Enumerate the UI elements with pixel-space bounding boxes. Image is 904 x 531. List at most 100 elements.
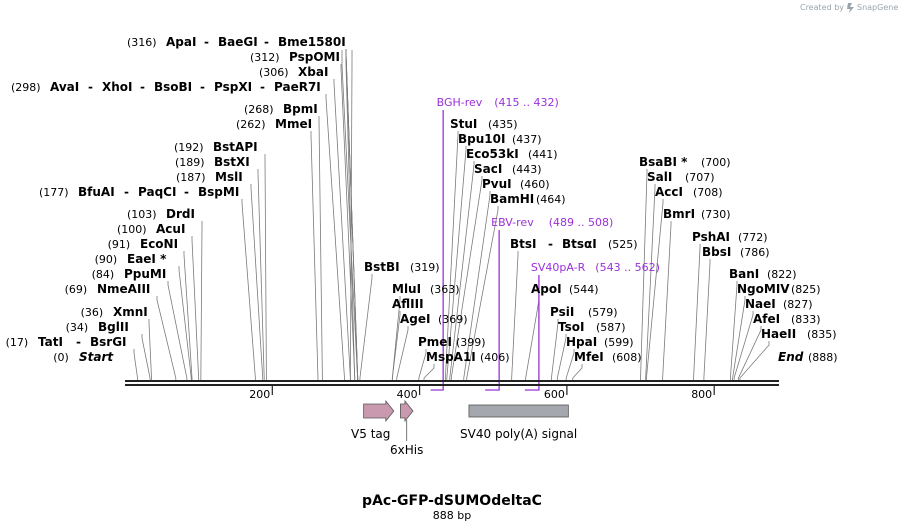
- site-label-row[interactable]: (100) AcuI: [117, 222, 185, 236]
- site-name[interactable]: BbsI: [702, 245, 731, 259]
- site-name[interactable]: NaeI: [745, 297, 776, 311]
- site-name[interactable]: TatI: [38, 335, 63, 349]
- site-name[interactable]: BstBI: [364, 260, 400, 274]
- site-name[interactable]: AfeI: [753, 312, 780, 326]
- primer-name[interactable]: SV40pA-R: [531, 261, 586, 274]
- primer-marker[interactable]: [430, 110, 444, 391]
- site-name[interactable]: ApoI: [531, 282, 562, 296]
- site-label-row[interactable]: ApoI (544): [531, 282, 599, 296]
- site-name[interactable]: MspA1I: [426, 350, 476, 364]
- site-name[interactable]: Bme1580I: [278, 35, 346, 49]
- primer-name[interactable]: BGH-rev: [437, 96, 483, 109]
- site-name[interactable]: XbaI: [298, 65, 328, 79]
- site-label-row[interactable]: SacI (443): [474, 162, 542, 176]
- site-name[interactable]: DrdI: [166, 207, 195, 221]
- site-name[interactable]: HaeII: [761, 327, 796, 341]
- site-name[interactable]: SacI: [474, 162, 502, 176]
- site-name[interactable]: BpmI: [283, 102, 318, 116]
- site-label-row[interactable]: NgoMIV (825): [737, 282, 821, 296]
- site-label-row[interactable]: (268) BpmI: [244, 102, 318, 116]
- site-name[interactable]: Bpu10I: [458, 132, 505, 146]
- site-name[interactable]: BanI: [729, 267, 759, 281]
- primer-marker[interactable]: [524, 275, 540, 391]
- site-label-row[interactable]: (192) BstAPI: [174, 140, 258, 154]
- primer-name[interactable]: EBV-rev: [491, 216, 534, 229]
- site-label-row[interactable]: BstBI (319): [364, 260, 440, 274]
- site-name[interactable]: PvuI: [482, 177, 512, 191]
- site-label-row[interactable]: (306) XbaI: [259, 65, 328, 79]
- site-name[interactable]: PsiI: [550, 305, 574, 319]
- site-label-row[interactable]: End (888): [778, 350, 838, 364]
- site-label-row[interactable]: (316) ApaI - BaeGI - Bme1580I: [127, 35, 346, 49]
- site-name[interactable]: BtsI: [510, 237, 537, 251]
- site-label-row[interactable]: (0) Start: [53, 350, 114, 364]
- site-label-row[interactable]: AflIII: [392, 297, 424, 311]
- site-name[interactable]: PspXI: [214, 80, 252, 94]
- site-name[interactable]: NgoMIV: [737, 282, 790, 296]
- site-name[interactable]: PshAI: [692, 230, 730, 244]
- site-label-row[interactable]: (177) BfuAI - PaqCI - BspMI: [39, 185, 239, 199]
- site-name[interactable]: BsaBI *: [639, 155, 688, 169]
- site-name[interactable]: PmeI: [418, 335, 452, 349]
- site-name[interactable]: EcoNI: [140, 237, 178, 251]
- site-name[interactable]: BmrI: [663, 207, 695, 221]
- site-name[interactable]: TsoI: [558, 320, 584, 334]
- site-label-row[interactable]: Eco53kI (441): [466, 147, 558, 161]
- site-label-row[interactable]: BamHI (464): [490, 192, 566, 206]
- site-name[interactable]: XhoI: [102, 80, 133, 94]
- site-label-row[interactable]: BsaBI * (700): [639, 155, 731, 169]
- site-label-row[interactable]: (84) PpuMI: [92, 267, 167, 281]
- site-name[interactable]: BspMI: [198, 185, 239, 199]
- site-label-row[interactable]: (90) EaeI *: [95, 252, 167, 266]
- site-label-row[interactable]: (189) BstXI: [175, 155, 250, 169]
- site-name[interactable]: NmeAIII: [97, 282, 150, 296]
- site-label-row[interactable]: MspA1I (406): [426, 350, 510, 364]
- site-name[interactable]: AflIII: [392, 297, 424, 311]
- site-label-row[interactable]: NaeI (827): [745, 297, 813, 311]
- site-label-row[interactable]: BtsI - BtsαI (525): [510, 237, 638, 251]
- site-name[interactable]: PaeR7I: [274, 80, 321, 94]
- site-label-row[interactable]: HaeII (835): [761, 327, 837, 341]
- site-label-row[interactable]: (91) EcoNI: [108, 237, 178, 251]
- site-name[interactable]: SalI: [647, 170, 672, 184]
- site-label-row[interactable]: AgeI (369): [400, 312, 468, 326]
- site-name[interactable]: PspOMI: [289, 50, 340, 64]
- site-label-row[interactable]: Bpu10I (437): [458, 132, 542, 146]
- site-label-row[interactable]: (298) AvaI - XhoI - BsoBI - PspXI - PaeR7I: [11, 80, 321, 94]
- site-label-row[interactable]: AccI (708): [655, 185, 723, 199]
- site-label-row[interactable]: SalI (707): [647, 170, 715, 184]
- site-label-row[interactable]: TsoI (587): [558, 320, 626, 334]
- primer-marker[interactable]: [485, 230, 500, 391]
- site-label-row[interactable]: BanI (822): [729, 267, 797, 281]
- site-name[interactable]: EaeI *: [127, 252, 167, 266]
- site-name[interactable]: BsoBI: [154, 80, 192, 94]
- site-name[interactable]: BamHI: [490, 192, 534, 206]
- site-label-row[interactable]: (69) NmeAIII: [65, 282, 151, 296]
- site-label-row[interactable]: MluI (363): [392, 282, 460, 296]
- feature-box[interactable]: [468, 404, 569, 418]
- site-label-row[interactable]: PshAI (772): [692, 230, 768, 244]
- site-label-row[interactable]: (312) PspOMI: [250, 50, 340, 64]
- site-name[interactable]: Eco53kI: [466, 147, 519, 161]
- site-label-row[interactable]: (103) DrdI: [127, 207, 195, 221]
- site-label-row[interactable]: AfeI (833): [753, 312, 821, 326]
- site-label-row[interactable]: PvuI (460): [482, 177, 550, 191]
- site-name[interactable]: StuI: [450, 117, 477, 131]
- site-label-row[interactable]: PmeI (399): [418, 335, 486, 349]
- site-name[interactable]: BglII: [98, 320, 129, 334]
- site-label-row[interactable]: (17) TatI - BsrGI: [6, 335, 127, 349]
- site-name[interactable]: BfuAI: [78, 185, 115, 199]
- site-name[interactable]: AvaI: [50, 80, 79, 94]
- site-name[interactable]: PpuMI: [124, 267, 166, 281]
- site-label-row[interactable]: (187) MslI: [176, 170, 243, 184]
- feature-arrow[interactable]: [400, 399, 414, 423]
- site-label-row[interactable]: StuI (435): [450, 117, 518, 131]
- site-name[interactable]: AgeI: [400, 312, 430, 326]
- site-name[interactable]: PaqCI: [138, 185, 176, 199]
- site-label-row[interactable]: (34) BglII: [66, 320, 129, 334]
- site-name[interactable]: BsrGI: [90, 335, 127, 349]
- site-name[interactable]: XmnI: [113, 305, 148, 319]
- site-label-row[interactable]: BmrI (730): [663, 207, 731, 221]
- site-name[interactable]: MslI: [215, 170, 243, 184]
- site-name[interactable]: ApaI: [166, 35, 196, 49]
